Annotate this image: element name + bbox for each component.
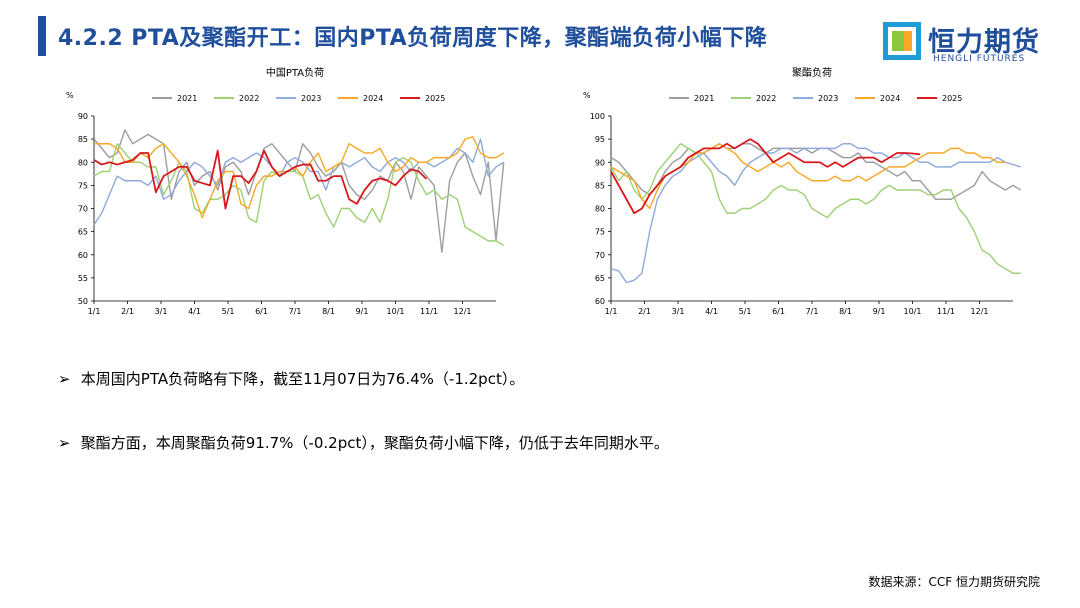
x-tick-label: 6/1 (772, 307, 785, 316)
y-tick-label: 75 (595, 228, 605, 237)
legend-label: 2025 (942, 94, 962, 103)
legend-label: 2024 (363, 94, 383, 103)
x-tick-label: 7/1 (806, 307, 819, 316)
legend-label: 2022 (756, 94, 776, 103)
legend-item: 2024 (855, 94, 900, 103)
x-tick-label: 11/1 (937, 307, 955, 316)
bullet-arrow-icon: ➢ (58, 370, 71, 388)
bullet-text: 本周国内PTA负荷略有下降，截至11月07日为76.4%（-1.2pct）。 (80, 370, 525, 388)
bullet-polyester: ➢ 聚酯方面，本周聚酯负荷91.7%（-0.2pct），聚酯负荷小幅下降，仍低于… (58, 432, 669, 453)
y-axis-unit: % (66, 91, 74, 100)
legend-item: 2022 (731, 94, 776, 103)
x-tick-label: 3/1 (155, 307, 168, 316)
legend-item: 2025 (400, 94, 445, 103)
legend-label: 2021 (694, 94, 714, 103)
y-tick-label: 70 (595, 251, 605, 260)
x-tick-label: 5/1 (222, 307, 235, 316)
page-title: 4.2.2 PTA及聚酯开工：国内PTA负荷周度下降，聚酯端负荷小幅下降 (58, 26, 768, 51)
series-line-2022 (610, 143, 1021, 274)
pta-load-chart: 中国PTA负荷% 2021 2022 2023 2024 2025 50 55 60 65 70 75… (66, 66, 505, 316)
logo-subtitle: HENGLI FUTURES (933, 54, 1026, 62)
y-tick-label: 80 (78, 158, 88, 167)
y-tick-label: 70 (78, 205, 88, 214)
x-tick-label: 2/1 (121, 307, 134, 316)
logo-text: 恒力期货 (928, 27, 1040, 58)
series-line-2023 (610, 143, 1021, 284)
polyester-load-chart: 聚酯负荷% 2021 2022 2023 2024 2025 60 65 70 75 80 85 90 9… (583, 66, 1022, 316)
legend-item: 2021 (152, 94, 197, 103)
legend-item: 2023 (276, 94, 321, 103)
legend-item: 2023 (793, 94, 838, 103)
y-tick-label: 90 (78, 112, 88, 121)
x-tick-label: 8/1 (322, 307, 335, 316)
x-tick-label: 4/1 (188, 307, 201, 316)
legend-item: 2024 (338, 94, 383, 103)
y-tick-label: 55 (78, 274, 88, 283)
series-line-2023 (93, 138, 505, 226)
data-source: 数据来源：CCF 恒力期货研究院 (868, 575, 1040, 589)
x-tick-label: 6/1 (255, 307, 268, 316)
legend-label: 2022 (239, 94, 259, 103)
y-tick-label: 100 (590, 112, 605, 121)
x-tick-label: 12/1 (971, 307, 989, 316)
x-tick-label: 4/1 (705, 307, 718, 316)
legend-label: 2023 (818, 94, 838, 103)
legend-item: 2021 (669, 94, 714, 103)
y-tick-label: 85 (595, 181, 605, 190)
x-tick-label: 2/1 (638, 307, 651, 316)
y-tick-label: 65 (78, 228, 88, 237)
y-axis-unit: % (583, 91, 591, 100)
x-tick-label: 10/1 (387, 307, 405, 316)
legend-label: 2024 (880, 94, 900, 103)
series-line-2025 (93, 149, 428, 210)
logo-mark-icon (883, 22, 921, 60)
y-tick-label: 50 (78, 297, 88, 306)
x-tick-label: 3/1 (672, 307, 685, 316)
y-tick-label: 65 (595, 274, 605, 283)
x-tick-label: 1/1 (88, 307, 101, 316)
y-tick-label: 90 (595, 158, 605, 167)
series-line-2022 (93, 143, 505, 247)
bullet-text: 聚酯方面，本周聚酯负荷91.7%（-0.2pct），聚酯负荷小幅下降，仍低于去年… (80, 434, 669, 452)
x-tick-label: 8/1 (839, 307, 852, 316)
y-tick-label: 95 (595, 135, 605, 144)
x-tick-label: 12/1 (454, 307, 472, 316)
series-line-2021 (93, 129, 505, 254)
x-tick-label: 5/1 (739, 307, 752, 316)
y-tick-label: 75 (78, 181, 88, 190)
chart-title: 中国PTA负荷 (266, 66, 324, 79)
chart-title: 聚酯负荷 (792, 66, 832, 79)
bullet-arrow-icon: ➢ (58, 434, 71, 452)
logo: 恒力期货 HENGLI FUTURES (883, 20, 1063, 64)
legend-item: 2022 (214, 94, 259, 103)
x-tick-label: 10/1 (904, 307, 922, 316)
legend-item: 2025 (917, 94, 962, 103)
series-line-2021 (610, 143, 1022, 200)
y-tick-label: 60 (595, 297, 605, 306)
x-tick-label: 7/1 (289, 307, 302, 316)
x-tick-label: 1/1 (605, 307, 618, 316)
legend-label: 2025 (425, 94, 445, 103)
x-tick-label: 11/1 (420, 307, 438, 316)
x-tick-label: 9/1 (873, 307, 886, 316)
series-line-2024 (94, 136, 505, 219)
header-accent-bar (38, 16, 46, 56)
legend-label: 2021 (177, 94, 197, 103)
y-tick-label: 60 (78, 251, 88, 260)
legend-label: 2023 (301, 94, 321, 103)
x-tick-label: 9/1 (356, 307, 369, 316)
y-tick-label: 80 (595, 205, 605, 214)
series-line-2025 (610, 138, 921, 215)
y-tick-label: 85 (78, 135, 88, 144)
bullet-pta: ➢ 本周国内PTA负荷略有下降，截至11月07日为76.4%（-1.2pct）。 (58, 368, 524, 389)
